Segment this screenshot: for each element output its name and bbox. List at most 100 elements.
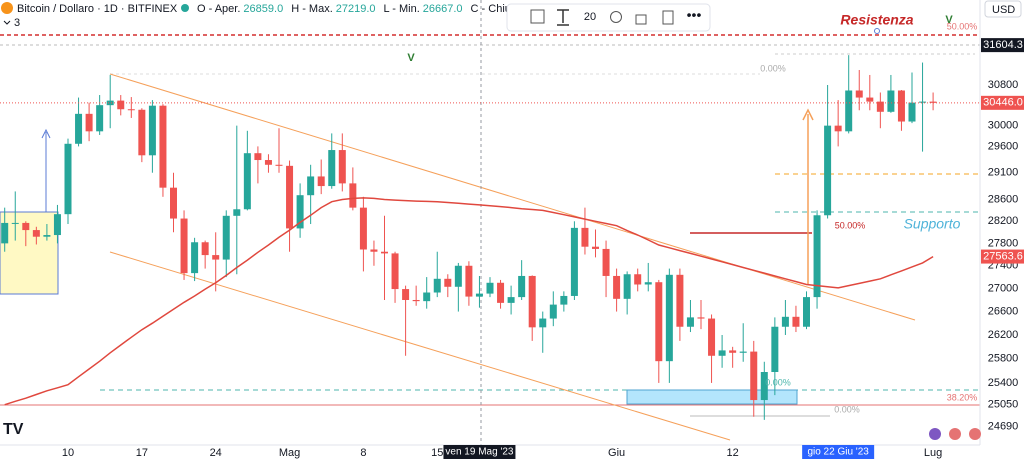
candle-body [708,318,716,356]
candle-body [613,275,621,299]
lock-button[interactable] [635,14,647,25]
x-tick-label: Mag [279,447,300,459]
candle-body [317,176,325,187]
currency[interactable]: USD [992,4,1015,16]
support-label: Supporto [904,216,961,232]
candle-body [96,105,104,132]
drawing-toolbar [506,3,711,32]
indicator-count[interactable]: 3 [14,17,20,29]
text-button[interactable] [557,9,569,26]
candle-body [233,209,241,216]
y-tick-label: 25400 [988,377,1019,389]
candle-body [212,255,220,260]
price-axis [980,0,1024,445]
event-icon[interactable] [929,428,941,440]
candle-body [750,351,758,401]
candle-body [349,183,357,208]
candle-body [11,222,19,224]
y-tick-label: 26600 [988,305,1019,317]
font-size[interactable]: 20 [584,11,596,23]
y-tick-label: 24690 [988,421,1019,433]
candle-body [855,90,863,98]
arrow-head [802,108,814,121]
v-mark: V [945,14,953,26]
candle-body [180,218,188,274]
candle-body [1,222,9,244]
y-tick-label: 27800 [988,237,1019,249]
settings-button[interactable] [610,11,622,23]
candle-body [697,317,705,319]
resistance-label: Resistenza [840,12,913,28]
y-tick-label: 25800 [988,353,1019,365]
y-tick-label: 26200 [988,329,1019,341]
candle-body [85,113,93,132]
candle-body [159,105,167,188]
channel-line [109,251,731,441]
x-tick-label: 17 [136,447,148,459]
candle-body [581,227,589,247]
channel-line [109,73,916,321]
candle-body [106,100,114,106]
price-tag-label: 30446.0 [983,97,1023,109]
ohlc-value: 27219.0 [336,3,376,15]
flag-icon[interactable] [969,428,981,440]
candle-body [897,90,905,122]
candle-body [887,90,895,112]
flag-icon[interactable] [949,428,961,440]
x-tick-label: 15 [431,447,443,459]
price-tag [981,249,1024,264]
candle-body [75,113,83,144]
candle-body [191,242,199,274]
ohlc-value: 26667.0 [423,3,463,15]
candle-body [275,164,283,166]
candle-body [148,105,156,156]
candle-body [549,304,557,319]
candle-body [845,90,853,132]
candle-body [402,289,410,300]
candle-body [391,253,399,290]
x-tick-label: 8 [360,447,366,459]
date-tag [802,445,875,459]
zone-box [626,389,798,405]
candle-body [919,101,927,103]
candle-body [560,295,568,305]
candle-body [518,275,526,298]
x-tick-label: 12 [727,447,739,459]
anchor [874,28,880,34]
candle-body [359,207,367,250]
candle-body [254,153,262,161]
candle-body [296,195,304,229]
collapse-icon[interactable] [3,20,11,25]
more-button[interactable]: ••• [687,7,702,23]
x-tick-label: 10 [62,447,74,459]
candle-body [486,282,494,294]
fib-label: 50.00% [835,220,866,230]
symbol-icon [1,2,13,14]
fib-label: 38.20% [947,392,978,402]
candle-body [602,248,610,276]
currency-button[interactable] [984,0,1022,18]
candle-body [22,222,30,231]
candle-body [381,251,388,254]
status-dot [181,4,189,12]
logo: TV [3,421,24,438]
template-button[interactable] [530,9,545,24]
candle-body [307,176,315,196]
y-tick-label: 29600 [988,140,1019,152]
candle-body [644,282,652,285]
candle-body [64,143,72,215]
candle-body [117,100,125,110]
candle-body [127,109,135,111]
price-tag-label: 27563.6 [983,250,1023,262]
candle-body [739,351,747,353]
ohlc-name: O - Aper. [197,3,240,15]
candle-body [908,102,916,122]
candle-body [665,274,673,362]
candle-body [507,297,515,303]
fib-label: 0.00% [760,63,786,73]
y-tick-label: 30800 [988,79,1019,91]
delete-button[interactable] [662,10,674,25]
candle-body [201,242,209,256]
x-tick-label: Lug [924,447,942,459]
